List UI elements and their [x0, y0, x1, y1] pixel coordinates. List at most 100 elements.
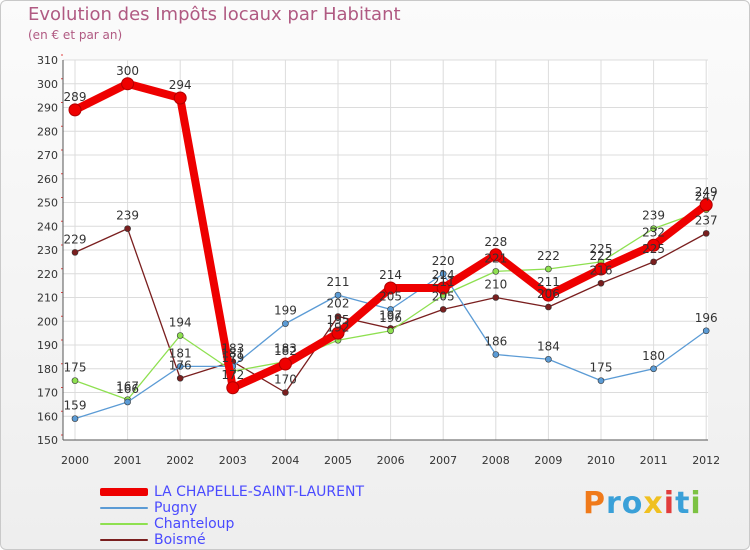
data-point: [384, 281, 398, 295]
data-label: 184: [537, 339, 560, 353]
legend-item: LA CHAPELLE-SAINT-LAURENT: [100, 484, 364, 500]
data-label: 222: [537, 249, 560, 263]
x-tick-label: 2004: [271, 454, 299, 467]
data-label: 180: [642, 349, 665, 363]
data-label: 211: [327, 275, 350, 289]
data-label: 182: [274, 344, 297, 358]
data-point: [439, 306, 447, 313]
data-point: [334, 313, 342, 320]
y-tick-label: 220: [37, 268, 58, 281]
legend-item: Pugny: [100, 500, 364, 516]
data-label: 170: [274, 373, 297, 387]
data-point: [702, 230, 710, 237]
data-label: 237: [695, 213, 718, 227]
series-group: [68, 77, 713, 422]
x-tick-label: 2010: [587, 454, 615, 467]
y-tick-label: 240: [37, 220, 58, 233]
data-point: [699, 198, 713, 212]
data-label: 221: [484, 251, 507, 265]
data-point: [68, 103, 82, 117]
data-label: 199: [274, 304, 297, 318]
legend-swatch: [100, 539, 148, 541]
data-point: [387, 327, 394, 335]
data-point: [650, 365, 657, 373]
data-label: 228: [484, 235, 507, 249]
data-label: 225: [590, 242, 613, 256]
x-tick-label: 2000: [61, 454, 89, 467]
data-label: 166: [116, 382, 139, 396]
legend-swatch: [100, 488, 148, 496]
data-point: [121, 77, 135, 91]
logo-letter: t: [675, 486, 691, 521]
legend: LA CHAPELLE-SAINT-LAURENT Pugny Chantelo…: [100, 484, 364, 548]
legend-item: Chanteloup: [100, 516, 364, 532]
y-tick-label: 290: [37, 102, 58, 115]
data-label: 214: [379, 268, 402, 282]
data-point: [331, 326, 345, 340]
x-tick-label: 2001: [114, 454, 142, 467]
data-point: [226, 381, 240, 395]
x-tick-label: 2002: [166, 454, 194, 467]
data-label: 195: [327, 313, 350, 327]
data-point: [71, 377, 79, 384]
data-label: 176: [169, 358, 192, 372]
data-label: 181: [169, 346, 192, 360]
data-label: 167: [116, 380, 139, 394]
data-point: [597, 377, 605, 384]
data-point: [545, 265, 552, 273]
data-label: 186: [484, 335, 507, 349]
data-point: [71, 249, 79, 256]
data-label: 183: [221, 342, 244, 356]
data-point: [545, 303, 552, 311]
data-label: 222: [590, 249, 613, 263]
x-tick-label: 2011: [640, 454, 668, 467]
grid-lines: [63, 59, 708, 441]
data-label: 294: [169, 78, 192, 92]
legend-label: Pugny: [154, 500, 198, 516]
y-tick-label: 280: [37, 125, 58, 138]
x-tick-label: 2003: [219, 454, 247, 467]
y-tick-label: 270: [37, 149, 58, 162]
data-point: [387, 306, 394, 313]
y-tick-label: 230: [37, 244, 58, 257]
data-point: [334, 291, 342, 299]
legend-label: LA CHAPELLE-SAINT-LAURENT: [154, 484, 364, 500]
data-label: 192: [327, 320, 350, 334]
data-label: 175: [64, 361, 87, 375]
data-point: [124, 398, 131, 406]
data-point: [492, 268, 500, 275]
data-labels: 289 300 294 172 182 195 214 214 228 211 222 232 249 1…: [64, 64, 718, 413]
y-tick-label: 260: [37, 173, 58, 186]
data-point: [439, 270, 447, 278]
y-tick-label: 190: [37, 339, 58, 352]
legend-swatch: [100, 523, 148, 525]
data-label: 179: [221, 351, 244, 365]
y-tick-label: 300: [37, 78, 58, 91]
x-tick-label: 2007: [429, 454, 457, 467]
data-point: [597, 279, 605, 287]
data-label: 239: [116, 209, 139, 223]
x-tick-label: 2005: [324, 454, 352, 467]
data-label: 183: [274, 342, 297, 356]
y-tick-label: 180: [37, 363, 58, 376]
data-point: [702, 327, 710, 335]
data-label: 220: [432, 254, 455, 268]
y-tick-label: 310: [37, 54, 58, 67]
data-point: [282, 389, 289, 396]
data-label: 196: [695, 311, 718, 325]
data-label: 197: [379, 308, 402, 322]
y-tick-label: 200: [37, 315, 58, 328]
x-tick-label: 2012: [692, 454, 720, 467]
logo-letter: r: [606, 486, 622, 521]
y-tick-label: 210: [37, 292, 58, 305]
logo-letter: P: [583, 486, 606, 521]
data-point: [436, 281, 450, 295]
data-label: 205: [379, 289, 402, 303]
legend-swatch: [100, 507, 148, 509]
data-label: 196: [379, 311, 402, 325]
data-point: [647, 238, 661, 252]
data-label: 214: [432, 268, 455, 282]
data-point: [492, 294, 500, 301]
data-point: [650, 225, 657, 232]
data-point: [278, 357, 292, 371]
